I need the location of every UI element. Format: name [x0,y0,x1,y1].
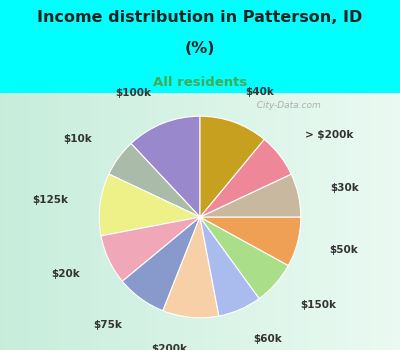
Wedge shape [200,217,259,316]
Wedge shape [163,217,219,318]
Wedge shape [200,217,301,266]
Text: $125k: $125k [32,195,68,205]
Wedge shape [122,217,200,311]
Wedge shape [109,144,200,217]
Text: $150k: $150k [300,300,336,310]
Wedge shape [99,174,200,236]
Text: $30k: $30k [330,183,359,193]
Text: $20k: $20k [51,269,80,279]
Wedge shape [200,217,288,299]
Text: Income distribution in Patterson, ID: Income distribution in Patterson, ID [37,10,363,25]
Text: All residents: All residents [153,76,247,90]
Wedge shape [200,116,264,217]
Wedge shape [101,217,200,281]
Text: $10k: $10k [64,134,92,144]
Wedge shape [200,139,291,217]
Text: $75k: $75k [93,320,122,330]
Text: (%): (%) [185,41,215,56]
Text: $40k: $40k [245,87,274,97]
Text: > $200k: > $200k [305,131,354,140]
Wedge shape [200,174,301,217]
Text: $60k: $60k [253,334,282,344]
Text: $200k: $200k [152,344,188,350]
Text: City-Data.com: City-Data.com [251,101,321,110]
Text: $50k: $50k [329,245,358,255]
Wedge shape [131,116,200,217]
Text: $100k: $100k [115,88,151,98]
